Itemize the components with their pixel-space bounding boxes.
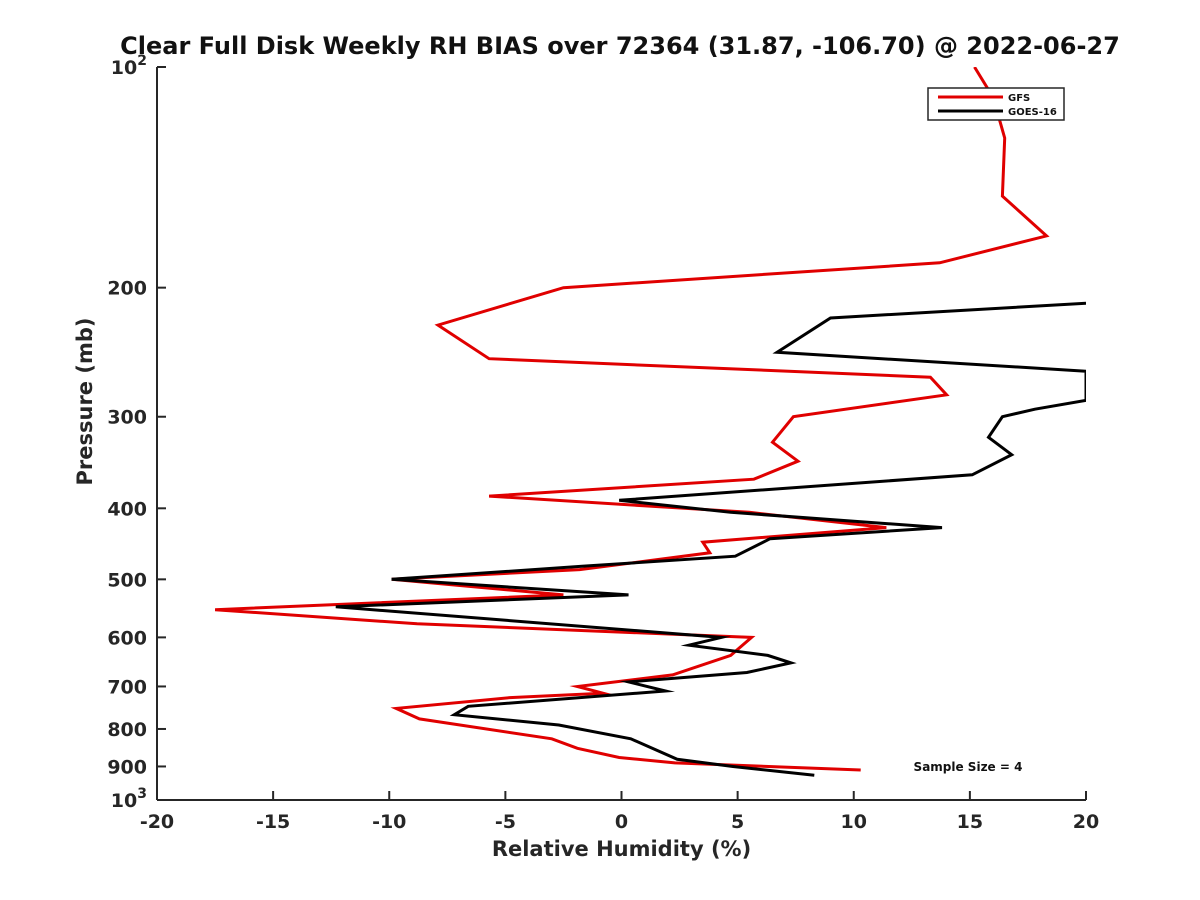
sample-size-annotation: Sample Size = 4 [914,760,1023,774]
chart-title: Clear Full Disk Weekly RH BIAS over 7236… [120,32,1120,60]
x-tick-label: -10 [372,811,406,833]
y-tick-label: 700 [107,676,147,698]
legend-entry-goes-16: GOES-16 [938,107,1057,118]
y-tick-label: 200 [107,278,147,300]
x-tick-label: 10 [841,811,867,833]
series-layer [214,67,1086,777]
x-tick-label: -15 [256,811,290,833]
x-tick-label: 0 [615,811,628,833]
y-axis-label: Pressure (mb) [73,318,97,486]
ticks: -20 -15 -10 -5 0 5 10 15 20 102 200 300 400 500 600 700… [107,53,1099,833]
y-tick-label: 500 [107,569,147,591]
x-axis-label: Relative Humidity (%) [492,837,751,861]
y-tick-label: 300 [107,407,147,429]
x-tick-label: -5 [495,811,516,833]
y-tick-label: 102 [111,53,147,79]
y-tick-label: 400 [107,498,147,520]
legend-entry-gfs: GFS [938,93,1030,104]
y-tick-label: 600 [107,627,147,649]
y-tick-label: 103 [111,786,147,812]
series-line-goes-16 [335,301,1086,777]
series-line-gfs [214,67,1050,772]
x-tick-label: 15 [957,811,983,833]
x-tick-label: 20 [1073,811,1099,833]
legend-box [927,87,1065,121]
legend-label-gfs: GFS [1008,93,1030,104]
legend-label-goes-16: GOES-16 [1008,107,1057,118]
y-tick-label: 900 [107,756,147,778]
x-tick-label: 5 [731,811,744,833]
y-tick-label: 800 [107,719,147,741]
legend: GFS GOES-16 [927,87,1065,121]
x-tick-label: -20 [140,811,174,833]
